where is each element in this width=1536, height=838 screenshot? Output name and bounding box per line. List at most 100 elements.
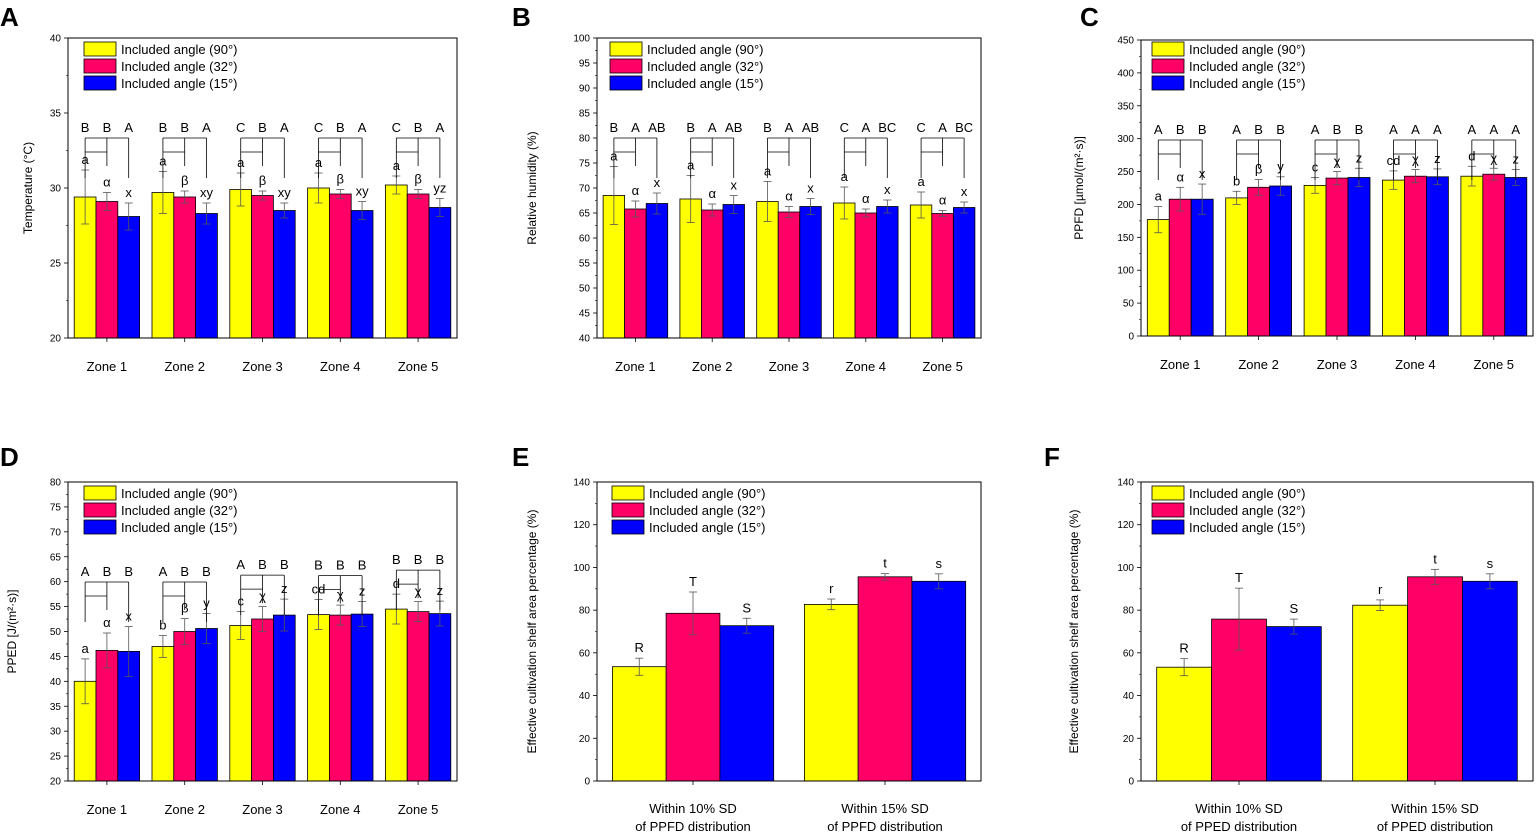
significance-label: S bbox=[742, 600, 751, 615]
significance-label: α bbox=[785, 189, 793, 204]
y-tick-label: 40 bbox=[50, 34, 62, 45]
bar-c-c4-s0 bbox=[1460, 175, 1484, 337]
y-tick-label: 50 bbox=[1123, 299, 1135, 310]
bar-b-c3-s2 bbox=[876, 206, 899, 339]
legend-label: Included angle (90°) bbox=[121, 486, 238, 501]
group-significance-label: B bbox=[358, 558, 367, 573]
group-significance-label: B bbox=[1355, 122, 1364, 137]
bar-e-c1-s0 bbox=[804, 604, 859, 782]
y-tick-label: 65 bbox=[579, 209, 591, 220]
y-tick-label: 25 bbox=[50, 752, 62, 763]
legend-label: Included angle (32°) bbox=[649, 503, 766, 518]
group-significance-label: B bbox=[436, 552, 445, 567]
chart-panel-e: E R T Sr t s 0 20 40 60 80 100 120 140 Within 10% SD of… bbox=[512, 442, 982, 834]
legend-swatch bbox=[83, 41, 117, 57]
bar-d-c1-s2 bbox=[195, 628, 218, 782]
x-category-label: Zone 2 bbox=[164, 359, 204, 374]
significance-label: t bbox=[883, 556, 887, 571]
group-significance-label: B bbox=[258, 557, 267, 572]
group-significance-label: A bbox=[236, 557, 245, 572]
bar-b-c4-s2 bbox=[953, 207, 976, 339]
y-tick-label: 100 bbox=[573, 34, 590, 45]
legend-swatch bbox=[611, 485, 645, 501]
y-tick-label: 250 bbox=[1117, 167, 1134, 178]
group-significance-label: C bbox=[916, 120, 925, 135]
group-significance-label: AB bbox=[648, 120, 665, 135]
bar-c-c1-s0 bbox=[1225, 197, 1249, 337]
y-tick-label: 85 bbox=[579, 109, 591, 120]
bar-c-c0-s2 bbox=[1190, 198, 1214, 337]
legend-swatch bbox=[1151, 519, 1185, 535]
significance-label: x bbox=[884, 182, 891, 197]
bar-f-c1-s0 bbox=[1352, 604, 1408, 782]
bar-b-c4-s1 bbox=[931, 213, 954, 339]
x-category-label: of PPED distribution bbox=[1377, 819, 1493, 834]
group-significance-label: B bbox=[414, 120, 423, 135]
panel-letter: F bbox=[1044, 442, 1060, 472]
x-category-label: Zone 1 bbox=[87, 802, 127, 817]
group-significance-label: A bbox=[631, 120, 640, 135]
group-significance-label: A bbox=[436, 120, 445, 135]
legend-swatch bbox=[83, 58, 117, 74]
legend-label: Included angle (90°) bbox=[1189, 42, 1306, 57]
legend-label: Included angle (15°) bbox=[1189, 76, 1306, 91]
group-significance-label: B bbox=[414, 552, 423, 567]
group-significance-label: C bbox=[314, 120, 323, 135]
group-significance-label: B bbox=[1176, 122, 1185, 137]
x-category-label: Zone 4 bbox=[1395, 357, 1435, 372]
y-tick-label: 0 bbox=[1128, 332, 1134, 343]
bar-c-c0-s0 bbox=[1146, 219, 1170, 337]
group-significance-label: B bbox=[1254, 122, 1263, 137]
group-significance-label: A bbox=[938, 120, 947, 135]
group-significance-label: B bbox=[686, 120, 695, 135]
significance-label: α bbox=[1176, 169, 1184, 184]
group-significance-label: B bbox=[81, 120, 90, 135]
bar-a-c2-s2 bbox=[272, 210, 296, 339]
x-category-label: Zone 1 bbox=[1160, 357, 1200, 372]
y-tick-label: 100 bbox=[573, 563, 590, 574]
y-tick-label: 20 bbox=[579, 734, 591, 745]
legend-label: Included angle (32°) bbox=[121, 503, 238, 518]
group-significance-label: B bbox=[314, 558, 323, 573]
group-significance-label: A bbox=[1411, 122, 1420, 137]
x-category-label: Within 15% SD bbox=[1391, 801, 1478, 816]
y-tick-label: 20 bbox=[1123, 734, 1135, 745]
bar-c-c2-s0 bbox=[1303, 184, 1327, 337]
bar-c-c3-s2 bbox=[1426, 176, 1449, 337]
y-tick-label: 40 bbox=[579, 334, 591, 345]
group-significance-label: A bbox=[1489, 122, 1498, 137]
bar-c-c0-s1 bbox=[1168, 198, 1192, 337]
bar-c-c2-s1 bbox=[1325, 177, 1349, 337]
y-axis-title: Relative humidity (%) bbox=[525, 131, 539, 244]
group-significance-label: A bbox=[1433, 122, 1442, 137]
legend: Included angle (90°) Included angle (32°)… bbox=[609, 41, 764, 91]
bar-c-c3-s0 bbox=[1382, 179, 1405, 337]
bar-b-c0-s2 bbox=[645, 203, 669, 339]
legend-swatch bbox=[1151, 41, 1185, 57]
legend-label: Included angle (15°) bbox=[647, 76, 764, 91]
group-significance-label: B bbox=[258, 120, 267, 135]
group-significance-label: B bbox=[1333, 122, 1342, 137]
significance-label: α bbox=[708, 186, 716, 201]
legend-label: Included angle (32°) bbox=[647, 59, 764, 74]
legend-label: Included angle (15°) bbox=[121, 520, 238, 535]
significance-label: s bbox=[936, 556, 943, 571]
group-significance-label: BC bbox=[878, 120, 896, 135]
y-tick-label: 45 bbox=[50, 652, 62, 663]
y-tick-label: 350 bbox=[1117, 101, 1134, 112]
group-significance-label: A bbox=[708, 120, 717, 135]
group-significance-label: A bbox=[1311, 122, 1320, 137]
bar-c-c4-s1 bbox=[1482, 173, 1506, 337]
bar-a-c0-s2 bbox=[117, 216, 141, 339]
legend-swatch bbox=[1151, 502, 1185, 518]
y-tick-label: 55 bbox=[50, 602, 62, 613]
y-tick-label: 80 bbox=[50, 478, 62, 489]
bar-b-c2-s1 bbox=[777, 211, 801, 339]
x-category-label: Zone 2 bbox=[1238, 357, 1278, 372]
panel-letter: D bbox=[0, 442, 19, 472]
y-tick-label: 60 bbox=[579, 648, 591, 659]
legend-label: Included angle (15°) bbox=[649, 520, 766, 535]
group-significance-label: C bbox=[840, 120, 849, 135]
group-significance-label: AB bbox=[725, 120, 742, 135]
